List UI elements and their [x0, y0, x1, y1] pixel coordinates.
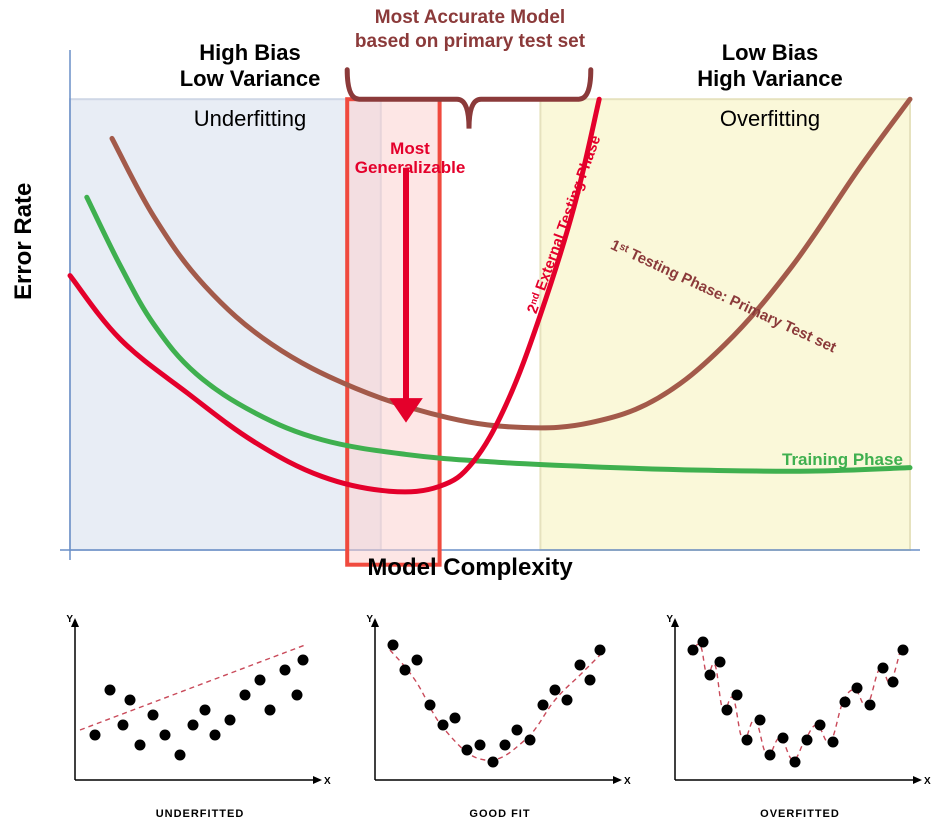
right-sub: Overfitting — [640, 106, 900, 132]
mini-caption-overfit: OVERFITTED — [660, 808, 940, 820]
svg-text:X: X — [924, 776, 931, 787]
mini-panel-goodfit: YX GOOD FIT — [360, 610, 640, 820]
mini-svg-underfit: YX — [60, 610, 340, 795]
most-gen-line1: Most — [390, 139, 430, 158]
x-axis-label: Model Complexity — [0, 554, 940, 582]
right-header: Low Bias High Variance — [640, 40, 900, 93]
svg-text:Y: Y — [366, 614, 373, 625]
left-header-line1: High Bias — [199, 40, 300, 65]
training-phase-label: Training Phase — [782, 450, 903, 470]
most-generalizable-label: Most Generalizable — [350, 140, 470, 177]
left-header: High Bias Low Variance — [120, 40, 380, 93]
svg-text:X: X — [324, 776, 331, 787]
svg-text:Y: Y — [66, 614, 73, 625]
mini-caption-underfit: UNDERFITTED — [60, 808, 340, 820]
svg-text:Y: Y — [666, 614, 673, 625]
mini-svg-goodfit: YX — [360, 610, 640, 795]
figure-root: Most Accurate Model based on primary tes… — [0, 0, 940, 835]
left-sub: Underfitting — [120, 106, 380, 132]
mini-panel-underfit: YX UNDERFITTED — [60, 610, 340, 820]
most-gen-line2: Generalizable — [355, 158, 466, 177]
mini-panels-row: YX UNDERFITTED YX GOOD FIT YX OVERFITTED — [60, 610, 940, 820]
right-header-line2: High Variance — [697, 66, 843, 91]
right-header-line1: Low Bias — [722, 40, 819, 65]
mini-caption-goodfit: GOOD FIT — [360, 808, 640, 820]
main-chart: Most Accurate Model based on primary tes… — [0, 0, 940, 620]
mini-panel-overfit: YX OVERFITTED — [660, 610, 940, 820]
top-center-line2: based on primary test set — [355, 31, 585, 52]
left-header-line2: Low Variance — [180, 66, 321, 91]
y-axis-label: Error Rate — [10, 183, 38, 300]
svg-text:X: X — [624, 776, 631, 787]
top-center-line1: Most Accurate Model — [375, 7, 565, 28]
mini-svg-overfit: YX — [660, 610, 940, 795]
